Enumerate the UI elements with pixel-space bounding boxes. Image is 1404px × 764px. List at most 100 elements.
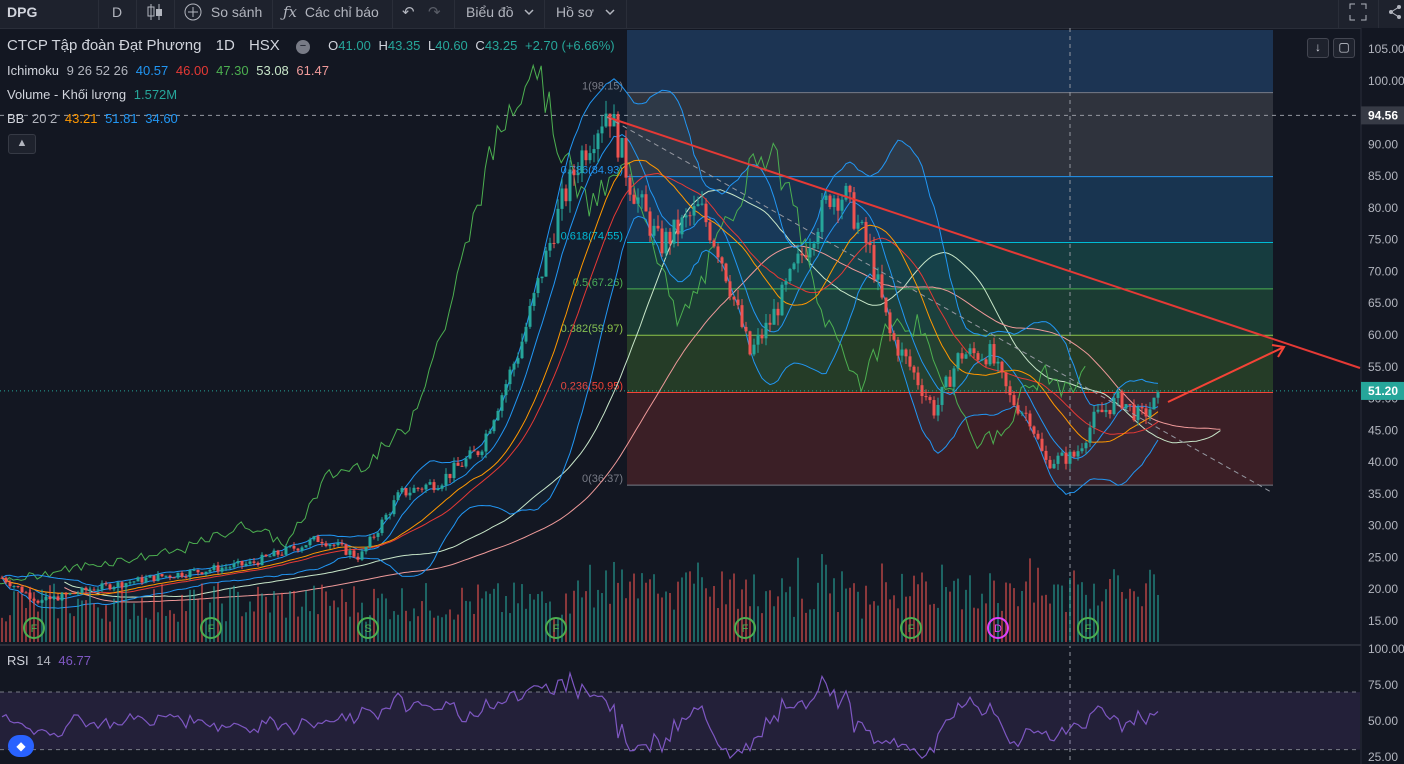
candle-body	[824, 195, 828, 201]
volume-bar	[969, 575, 971, 642]
candle-body	[32, 598, 36, 601]
candle-body	[912, 366, 916, 373]
volume-bar	[1105, 589, 1107, 642]
volume-bar	[653, 574, 655, 642]
candle-body	[428, 482, 432, 485]
open-value: 41.00	[338, 38, 371, 53]
candle-body	[60, 593, 64, 601]
candle-body	[144, 577, 148, 583]
volume-bar	[5, 621, 7, 642]
volume-bar	[121, 585, 123, 642]
volume-bar	[705, 588, 707, 642]
volume-bar	[365, 621, 367, 642]
volume-bar	[1129, 588, 1131, 642]
volume-bar	[1137, 596, 1139, 642]
chart-type-menu[interactable]: Biểu đồ	[466, 0, 535, 28]
candle-body	[0, 577, 4, 579]
bb-fill	[2, 78, 1158, 609]
candle-body	[516, 358, 520, 364]
volume-bar	[125, 589, 127, 642]
collapse-legend-button[interactable]: ▲	[8, 134, 36, 154]
candle-body	[872, 245, 876, 280]
volume-bar	[1, 617, 3, 642]
interval-button[interactable]: D	[112, 4, 123, 20]
scroll-to-latest-button[interactable]: ↓	[1307, 38, 1329, 58]
candle-body	[276, 550, 280, 555]
hide-legend-icon[interactable]: −	[295, 40, 310, 54]
candle-body	[1068, 451, 1072, 464]
candle-body	[652, 225, 656, 236]
rsi-tick-label: 100.00	[1368, 642, 1404, 656]
volume-bar	[369, 615, 371, 642]
volume-bar	[1073, 570, 1075, 642]
candle-body	[968, 348, 972, 355]
candle-body	[984, 359, 988, 365]
volume-bar	[1125, 598, 1127, 642]
volume-bar	[61, 592, 63, 642]
volume-bar	[417, 616, 419, 642]
candle-body	[936, 404, 940, 416]
volume-bar	[453, 619, 455, 642]
candle-body	[528, 305, 532, 327]
profile-menu[interactable]: Hồ sơ	[556, 0, 616, 28]
candle-body	[864, 221, 868, 243]
fib-level-label: 1(98.15)	[582, 81, 623, 93]
volume-bar	[489, 593, 491, 642]
undo-button[interactable]: ↶	[402, 0, 415, 28]
volume-bar	[589, 564, 591, 642]
symbol-title: CTCP Tập đoàn Đạt Phương	[7, 37, 202, 54]
volume-bar	[261, 593, 263, 642]
price-tick-label: 15.00	[1368, 614, 1398, 628]
volume-bar	[413, 608, 415, 642]
volume-bar	[813, 609, 815, 642]
volume-bar	[145, 617, 147, 642]
volume-bar	[685, 572, 687, 642]
volume-bar	[565, 593, 567, 642]
candle-body	[560, 188, 564, 209]
candle-body	[204, 571, 208, 575]
volume-bar	[469, 601, 471, 642]
volume-bar	[57, 618, 59, 642]
candle-body	[384, 514, 388, 520]
price-chart[interactable]: 1(98.15)0.786(84.93)0.618(74.55)0.5(67.2…	[0, 28, 1404, 764]
candle-body	[708, 222, 712, 241]
candle-body	[96, 589, 100, 591]
candle-body	[44, 596, 48, 601]
volume-bar	[909, 596, 911, 642]
candle-body	[960, 353, 964, 359]
candle-body	[1016, 405, 1020, 414]
volume-bar	[849, 587, 851, 642]
chart-style-button[interactable]	[146, 0, 164, 28]
candle-body	[1032, 426, 1036, 434]
volume-bar	[777, 596, 779, 642]
redo-button[interactable]: ↷	[428, 0, 441, 28]
candle-body	[388, 514, 392, 516]
volume-bar	[1065, 611, 1067, 642]
compare-button[interactable]: So sánh	[184, 0, 262, 28]
price-tick-label: 30.00	[1368, 519, 1398, 533]
price-tick-label: 75.00	[1368, 233, 1398, 247]
volume-bar	[701, 577, 703, 642]
candle-body	[820, 200, 824, 232]
volume-bar	[153, 589, 155, 642]
candle-body	[964, 354, 968, 359]
undo-icon: ↶	[402, 4, 415, 21]
candle-body	[776, 308, 780, 316]
volume-bar	[497, 583, 499, 642]
candle-body	[1072, 451, 1076, 457]
volume-bar	[741, 589, 743, 642]
volume-bar	[877, 605, 879, 642]
volume-bar	[569, 613, 571, 642]
candle-body	[152, 575, 156, 582]
indicators-button[interactable]: ƒx Các chỉ báo	[283, 0, 379, 28]
fullscreen-button[interactable]	[1349, 0, 1367, 28]
toolbar-divider	[544, 0, 545, 28]
share-button[interactable]	[1388, 0, 1402, 28]
symbol-button[interactable]: DPG	[7, 4, 38, 20]
maximize-pane-button[interactable]: ▢	[1333, 38, 1355, 58]
logo-icon[interactable]: ◆	[8, 735, 34, 757]
fib-level-label: 0(36.37)	[582, 473, 623, 485]
volume-bar	[721, 571, 723, 642]
volume-bar	[269, 612, 271, 642]
volume-bar	[101, 618, 103, 642]
